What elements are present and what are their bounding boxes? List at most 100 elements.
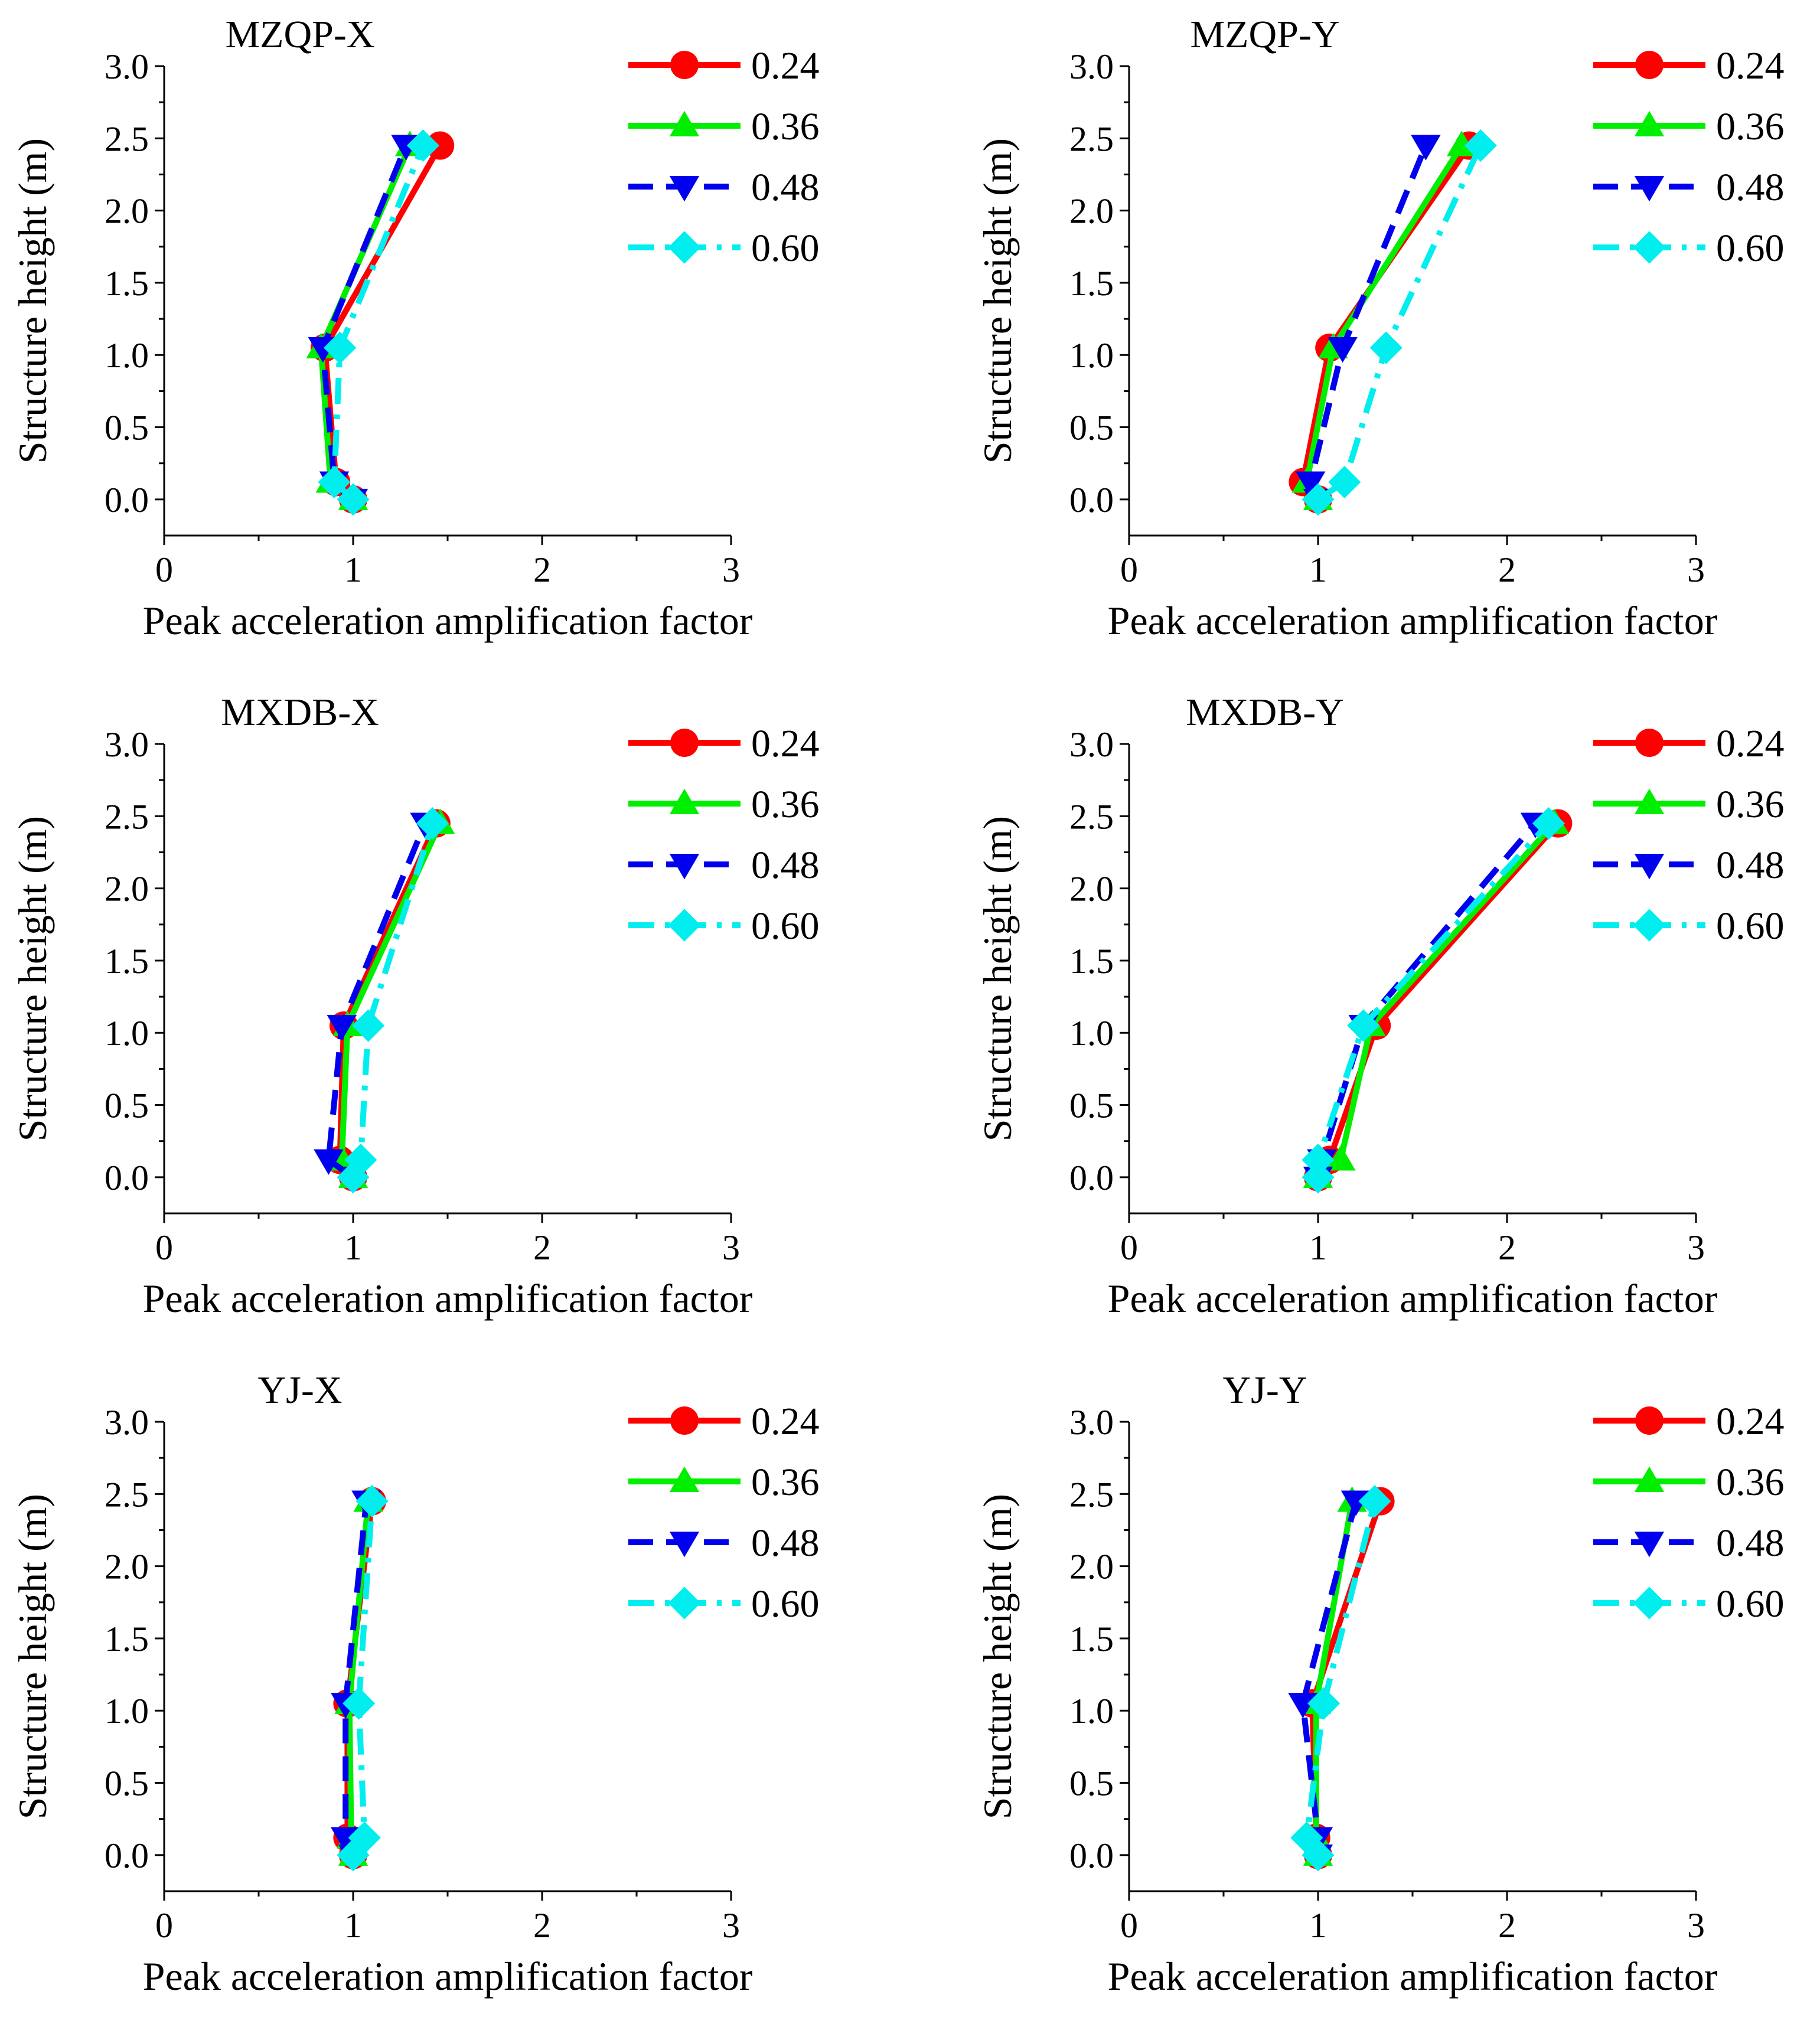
y-tick-label: 2.0: [1069, 1548, 1114, 1587]
legend-label: 0.60: [1716, 1582, 1785, 1625]
y-tick-label: 0.5: [1069, 409, 1114, 448]
y-tick-label: 2.0: [105, 192, 149, 231]
data-point-0.60: [1347, 1009, 1380, 1042]
y-tick-label: 1.5: [1069, 942, 1114, 981]
legend-marker: [669, 854, 700, 880]
data-point-0.60: [337, 483, 370, 516]
legend-label: 0.60: [751, 227, 820, 270]
x-tick-label: 2: [533, 1228, 551, 1267]
y-tick-label: 2.5: [1069, 1475, 1114, 1514]
y-tick-label: 2.0: [1069, 870, 1114, 909]
data-point-0.60: [1464, 129, 1497, 162]
legend-label: 0.48: [1716, 844, 1785, 887]
series-line-0.36: [1313, 1500, 1355, 1856]
x-axis-title: Peak acceleration amplification factor: [1108, 1276, 1718, 1321]
data-point-0.60: [318, 465, 351, 499]
data-point-0.60: [1369, 331, 1402, 364]
data-point-0.60: [1290, 1821, 1323, 1855]
y-tick-label: 2.5: [1069, 119, 1114, 158]
x-axis-title: Peak acceleration amplification factor: [143, 598, 753, 643]
x-tick-label: 3: [722, 550, 740, 589]
data-point-0.60: [1302, 1161, 1335, 1194]
panel-title: MZQP-Y: [1190, 13, 1339, 56]
panel-title: YJ-X: [258, 1369, 343, 1412]
y-tick-label: 0.0: [1069, 1158, 1114, 1197]
chart-panel: 0.0 0.5 1.0 1.5 2.0 2.5 3.0 0 1 2 3 MZQP-Y Peak acce…: [975, 13, 1785, 643]
data-point-0.60: [348, 1821, 381, 1855]
series-line-0.48: [1307, 144, 1429, 501]
legend-marker: [670, 51, 699, 79]
legend-label: 0.36: [1716, 105, 1785, 148]
y-axis-title: Structure height (m): [975, 1494, 1020, 1819]
y-tick-label: 1.0: [1069, 1014, 1114, 1053]
legend-label: 0.48: [1716, 166, 1785, 209]
y-tick-label: 3.0: [1069, 47, 1114, 86]
legend-label: 0.36: [751, 783, 820, 826]
legend-label: 0.36: [1716, 1461, 1785, 1504]
data-point-0.60: [343, 1687, 376, 1720]
panel-title: MZQP-X: [225, 13, 374, 56]
y-tick-label: 2.0: [1069, 192, 1114, 231]
data-point-0.60: [352, 1009, 385, 1042]
x-axis-title: Peak acceleration amplification factor: [1108, 598, 1718, 643]
data-point-0.48: [314, 1149, 344, 1175]
legend-marker: [1634, 1466, 1665, 1492]
legend-label: 0.48: [751, 844, 820, 887]
y-tick-label: 1.0: [105, 336, 149, 375]
chart-panel: 0.0 0.5 1.0 1.5 2.0 2.5 3.0 0 1 2 3 YJ-X Peak accele…: [10, 1369, 820, 1999]
x-axis-title: Peak acceleration amplification factor: [143, 1276, 753, 1321]
y-axis-title: Structure height (m): [10, 1494, 55, 1819]
series-line-0.36: [338, 822, 443, 1179]
y-tick-label: 0.5: [105, 409, 149, 448]
x-axis-title: Peak acceleration amplification factor: [143, 1954, 753, 1999]
x-tick-label: 1: [1309, 550, 1327, 589]
y-tick-label: 0.5: [1069, 1764, 1114, 1803]
legend-marker: [669, 1466, 700, 1492]
x-tick-label: 0: [155, 550, 173, 589]
series-line-0.36: [1303, 143, 1465, 501]
y-tick-label: 3.0: [105, 725, 149, 764]
panel-title: MXDB-Y: [1186, 691, 1344, 734]
legend-marker: [1634, 788, 1665, 814]
x-tick-label: 3: [722, 1228, 740, 1267]
data-point-0.60: [324, 331, 357, 364]
legend-marker: [670, 729, 699, 757]
legend-marker: [1634, 1532, 1665, 1558]
x-tick-label: 2: [533, 1906, 551, 1945]
legend-label: 0.24: [1716, 1400, 1785, 1443]
legend-marker: [669, 110, 700, 136]
y-tick-label: 1.0: [1069, 1692, 1114, 1731]
data-point-0.24: [426, 131, 455, 160]
legend-marker: [1633, 231, 1666, 264]
x-tick-label: 0: [1120, 550, 1138, 589]
x-tick-label: 0: [155, 1906, 173, 1945]
y-axis-title: Structure height (m): [975, 816, 1020, 1141]
legend-marker: [669, 176, 700, 202]
legend-label: 0.24: [751, 44, 820, 87]
x-tick-label: 2: [1498, 1228, 1516, 1267]
data-point-0.48: [1411, 135, 1441, 161]
x-tick-label: 1: [344, 1228, 362, 1267]
legend-label: 0.48: [751, 166, 820, 209]
legend-label: 0.60: [751, 905, 820, 948]
x-tick-label: 3: [722, 1906, 740, 1945]
series-line-0.36: [1316, 821, 1557, 1180]
legend-label: 0.24: [751, 1400, 820, 1443]
x-tick-label: 1: [344, 550, 362, 589]
legend-marker: [1635, 1406, 1664, 1435]
y-tick-label: 0.0: [1069, 481, 1114, 520]
data-point-0.60: [1302, 483, 1335, 516]
y-tick-label: 1.5: [1069, 1620, 1114, 1659]
legend-label: 0.24: [751, 722, 820, 765]
data-point-0.60: [344, 1143, 377, 1177]
chart-panel: 0.0 0.5 1.0 1.5 2.0 2.5 3.0 0 1 2 3 YJ-Y Peak accele…: [975, 1369, 1785, 1999]
legend-label: 0.60: [1716, 905, 1785, 948]
y-tick-label: 2.5: [105, 797, 149, 836]
legend-label: 0.48: [1716, 1522, 1785, 1565]
data-point-0.60: [355, 1484, 389, 1518]
legend-marker: [1634, 854, 1665, 880]
data-point-0.60: [1328, 465, 1361, 499]
y-tick-label: 1.5: [1069, 264, 1114, 303]
y-tick-label: 0.5: [105, 1086, 149, 1125]
